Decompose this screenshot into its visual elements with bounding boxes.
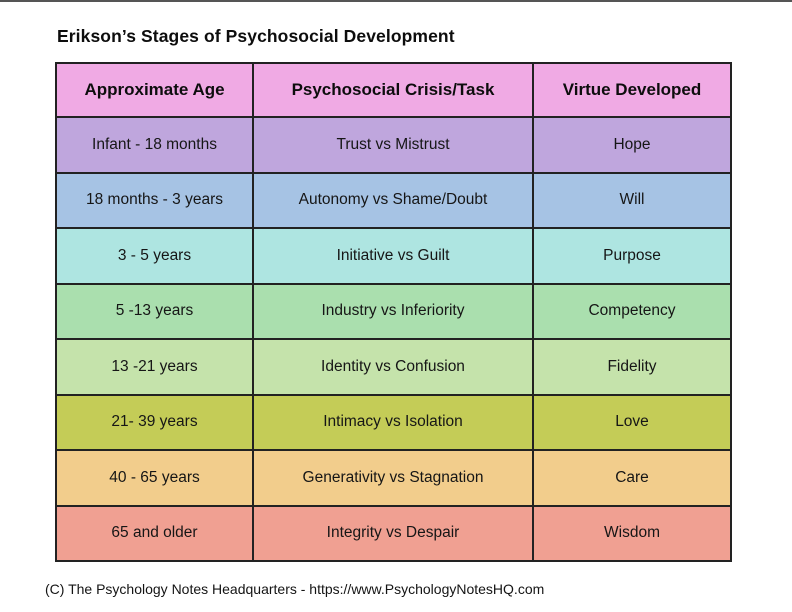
table-row: 65 and older Integrity vs Despair Wisdom bbox=[55, 504, 732, 562]
cell-virtue: Hope bbox=[532, 116, 732, 174]
header-cell-age: Approximate Age bbox=[55, 62, 254, 118]
cell-virtue: Purpose bbox=[532, 227, 732, 285]
cell-crisis: Initiative vs Guilt bbox=[252, 227, 534, 285]
cell-crisis: Autonomy vs Shame/Doubt bbox=[252, 171, 534, 229]
cell-virtue: Will bbox=[532, 171, 732, 229]
cell-virtue: Wisdom bbox=[532, 504, 732, 562]
table-row: 40 - 65 years Generativity vs Stagnation… bbox=[55, 449, 732, 507]
cell-virtue: Care bbox=[532, 449, 732, 507]
header-cell-crisis: Psychosocial Crisis/Task bbox=[252, 62, 534, 118]
cell-crisis: Intimacy vs Isolation bbox=[252, 393, 534, 451]
footer-credit: (C) The Psychology Notes Headquarters - … bbox=[45, 581, 545, 597]
table-row: 21- 39 years Intimacy vs Isolation Love bbox=[55, 393, 732, 451]
cell-age: Infant - 18 months bbox=[55, 116, 254, 174]
table-row: 18 months - 3 years Autonomy vs Shame/Do… bbox=[55, 171, 732, 229]
table-header-row: Approximate Age Psychosocial Crisis/Task… bbox=[55, 62, 732, 118]
cell-virtue: Love bbox=[532, 393, 732, 451]
table-row: Infant - 18 months Trust vs Mistrust Hop… bbox=[55, 116, 732, 174]
table-row: 13 -21 years Identity vs Confusion Fidel… bbox=[55, 338, 732, 396]
cell-crisis: Trust vs Mistrust bbox=[252, 116, 534, 174]
table-row: 3 - 5 years Initiative vs Guilt Purpose bbox=[55, 227, 732, 285]
cell-crisis: Industry vs Inferiority bbox=[252, 282, 534, 340]
cell-crisis: Generativity vs Stagnation bbox=[252, 449, 534, 507]
page-title: Erikson’s Stages of Psychosocial Develop… bbox=[57, 26, 455, 46]
cell-virtue: Competency bbox=[532, 282, 732, 340]
cell-age: 21- 39 years bbox=[55, 393, 254, 451]
cell-age: 18 months - 3 years bbox=[55, 171, 254, 229]
cell-age: 65 and older bbox=[55, 504, 254, 562]
cell-age: 3 - 5 years bbox=[55, 227, 254, 285]
cell-age: 40 - 65 years bbox=[55, 449, 254, 507]
cell-age: 5 -13 years bbox=[55, 282, 254, 340]
cell-virtue: Fidelity bbox=[532, 338, 732, 396]
cell-crisis: Integrity vs Despair bbox=[252, 504, 534, 562]
table-row: 5 -13 years Industry vs Inferiority Comp… bbox=[55, 282, 732, 340]
cell-crisis: Identity vs Confusion bbox=[252, 338, 534, 396]
stages-table: Approximate Age Psychosocial Crisis/Task… bbox=[55, 62, 732, 562]
cell-age: 13 -21 years bbox=[55, 338, 254, 396]
header-cell-virtue: Virtue Developed bbox=[532, 62, 732, 118]
